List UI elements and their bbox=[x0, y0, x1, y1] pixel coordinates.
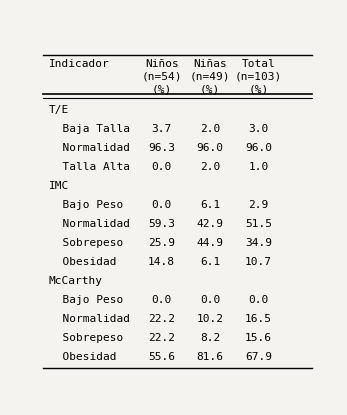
Text: 16.5: 16.5 bbox=[245, 314, 272, 324]
Text: 51.5: 51.5 bbox=[245, 219, 272, 229]
Text: Talla Alta: Talla Alta bbox=[49, 162, 130, 172]
Text: 0.0: 0.0 bbox=[152, 200, 172, 210]
Text: 34.9: 34.9 bbox=[245, 238, 272, 248]
Text: Obesidad: Obesidad bbox=[49, 352, 116, 362]
Text: Bajo Peso: Bajo Peso bbox=[49, 295, 123, 305]
Text: (%): (%) bbox=[248, 85, 269, 95]
Text: 0.0: 0.0 bbox=[248, 295, 269, 305]
Text: 3.7: 3.7 bbox=[152, 124, 172, 134]
Text: Niños: Niños bbox=[145, 59, 179, 69]
Text: 10.2: 10.2 bbox=[197, 314, 223, 324]
Text: Niñas: Niñas bbox=[193, 59, 227, 69]
Text: (n=54): (n=54) bbox=[142, 72, 182, 82]
Text: 96.0: 96.0 bbox=[197, 143, 223, 153]
Text: 59.3: 59.3 bbox=[148, 219, 175, 229]
Text: 81.6: 81.6 bbox=[197, 352, 223, 362]
Text: 67.9: 67.9 bbox=[245, 352, 272, 362]
Text: Baja Talla: Baja Talla bbox=[49, 124, 130, 134]
Text: 55.6: 55.6 bbox=[148, 352, 175, 362]
Text: 0.0: 0.0 bbox=[200, 295, 220, 305]
Text: Normalidad: Normalidad bbox=[49, 219, 130, 229]
Text: (%): (%) bbox=[200, 85, 220, 95]
Text: Sobrepeso: Sobrepeso bbox=[49, 333, 123, 343]
Text: 96.3: 96.3 bbox=[148, 143, 175, 153]
Text: 1.0: 1.0 bbox=[248, 162, 269, 172]
Text: 8.2: 8.2 bbox=[200, 333, 220, 343]
Text: 6.1: 6.1 bbox=[200, 200, 220, 210]
Text: Normalidad: Normalidad bbox=[49, 314, 130, 324]
Text: 2.0: 2.0 bbox=[200, 162, 220, 172]
Text: Sobrepeso: Sobrepeso bbox=[49, 238, 123, 248]
Text: McCarthy: McCarthy bbox=[49, 276, 103, 286]
Text: (n=49): (n=49) bbox=[190, 72, 230, 82]
Text: T/E: T/E bbox=[49, 105, 69, 115]
Text: Obesidad: Obesidad bbox=[49, 257, 116, 267]
Text: (%): (%) bbox=[152, 85, 172, 95]
Text: 44.9: 44.9 bbox=[197, 238, 223, 248]
Text: 15.6: 15.6 bbox=[245, 333, 272, 343]
Text: 14.8: 14.8 bbox=[148, 257, 175, 267]
Text: 2.9: 2.9 bbox=[248, 200, 269, 210]
Text: Normalidad: Normalidad bbox=[49, 143, 130, 153]
Text: 6.1: 6.1 bbox=[200, 257, 220, 267]
Text: 22.2: 22.2 bbox=[148, 314, 175, 324]
Text: Bajo Peso: Bajo Peso bbox=[49, 200, 123, 210]
Text: 3.0: 3.0 bbox=[248, 124, 269, 134]
Text: 25.9: 25.9 bbox=[148, 238, 175, 248]
Text: 42.9: 42.9 bbox=[197, 219, 223, 229]
Text: 0.0: 0.0 bbox=[152, 162, 172, 172]
Text: IMC: IMC bbox=[49, 181, 69, 191]
Text: 10.7: 10.7 bbox=[245, 257, 272, 267]
Text: Indicador: Indicador bbox=[49, 59, 110, 69]
Text: 22.2: 22.2 bbox=[148, 333, 175, 343]
Text: 2.0: 2.0 bbox=[200, 124, 220, 134]
Text: 96.0: 96.0 bbox=[245, 143, 272, 153]
Text: (n=103): (n=103) bbox=[235, 72, 282, 82]
Text: Total: Total bbox=[242, 59, 276, 69]
Text: 0.0: 0.0 bbox=[152, 295, 172, 305]
